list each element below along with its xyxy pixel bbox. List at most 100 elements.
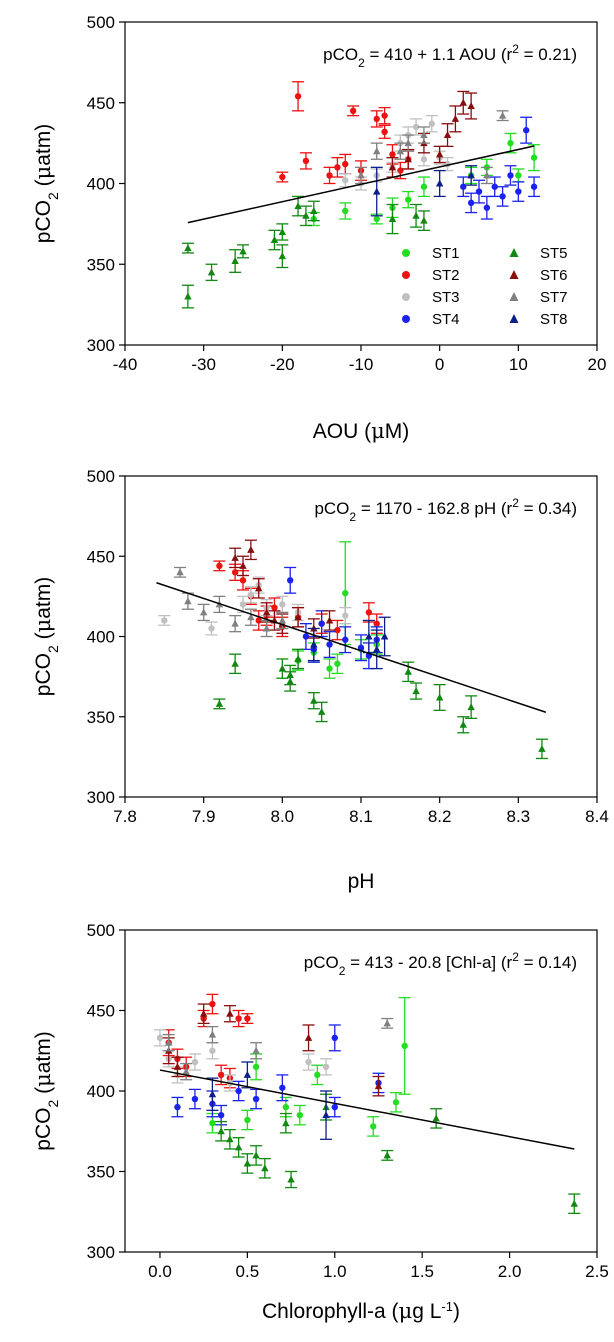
data-point [367,1116,380,1137]
superscript: -1 [441,1299,453,1314]
marker-triangle [459,720,467,728]
series-ST1 [206,996,411,1137]
marker-triangle [239,561,247,569]
data-point [241,1061,254,1089]
marker-triangle [373,147,381,155]
data-point [206,1077,219,1111]
legend-item-st6: ST6 [509,267,568,284]
legend-marker-triangle [509,248,519,257]
regression-equation: pCO2 = 410 + 1.1 AOU (r2 = 0.21) [323,42,577,70]
marker-triangle [262,608,271,616]
marker-triangle [286,677,294,685]
data-point [237,244,249,259]
series-ST5 [181,195,430,309]
text-span: pCO [32,200,55,243]
chart-panel-2: 7.8 7.9 8.0 8.1 8.2 8.3 8.4300350400450500pCO2… [31,467,609,893]
marker-triangle [317,707,326,715]
data-point [465,92,478,120]
data-point [292,648,305,670]
data-point [504,132,517,154]
legend-item-st5: ST5 [509,245,568,262]
x-tick-label: 0.5 [236,1262,260,1281]
series-ST4 [171,1024,385,1126]
y-tick-label: 300 [87,788,115,807]
y-tick-label: 450 [87,1002,115,1021]
data-point [465,165,478,186]
marker-circle [216,562,223,570]
y-tick-label: 500 [87,921,115,940]
text-span: = 413 - 20.8 [Chl-a] (r [345,953,512,972]
data-point [339,173,352,188]
data-point [284,566,297,594]
series-ST8 [206,1061,333,1140]
marker-circle [515,188,522,195]
marker-triangle [383,1019,391,1027]
marker-triangle [247,613,255,621]
superscript: 2 [512,950,519,964]
data-point [213,560,226,572]
data-point [244,586,257,604]
x-tick-label: 8.1 [349,807,373,826]
data-point [386,144,399,165]
regression-equation: pCO2 = 413 - 20.8 [Chl-a] (r2 = 0.14) [304,950,577,978]
x-axis-label: pH [348,870,375,893]
marker-triangle [310,640,318,648]
text-span: = 1170 - 162.8 pH (r [356,499,512,518]
data-point [299,152,312,170]
data-point [276,244,289,269]
legend-label: ST3 [432,289,460,306]
data-point [323,610,336,631]
series-ST7 [174,566,289,638]
legend-label: ST2 [432,267,460,284]
data-point [370,142,383,160]
superscript: 2 [512,496,519,510]
legend-label: ST1 [432,245,460,262]
data-point [323,166,336,185]
series-ST7 [162,1017,394,1081]
marker-circle [287,577,294,584]
marker-triangle [270,236,279,244]
marker-circle [156,1034,164,1042]
marker-circle [239,577,247,584]
x-axis-label: Chlorophyll-a (μg L-1) [262,1299,460,1324]
data-point [473,179,485,204]
marker-triangle [184,597,192,605]
legend-item-st8: ST8 [509,311,568,328]
marker-circle [209,1000,216,1008]
marker-circle [208,625,215,632]
y-tick-label: 400 [87,628,115,647]
y-tick-label: 350 [87,1163,115,1182]
marker-circle [381,112,388,119]
data-point [535,738,548,760]
marker-triangle [483,171,491,179]
legend-item-st2: ST2 [402,267,460,284]
data-point [339,202,352,220]
data-point [188,1053,201,1071]
marker-circle [420,183,428,190]
marker-circle [252,1095,260,1103]
series-ST6 [386,90,478,178]
legend-label: ST5 [540,245,568,262]
marker-triangle [165,1038,173,1046]
data-point [370,613,383,634]
marker-circle [271,604,278,611]
marker-triangle [412,211,420,219]
data-point [181,242,194,254]
x-tick-label: -10 [349,355,374,374]
data-point [433,169,446,198]
marker-triangle [373,187,381,195]
x-tick-label: 20 [588,355,607,374]
legend-label: ST4 [432,311,460,328]
marker-circle [322,1063,330,1071]
data-point [237,595,249,614]
regression-line [159,1069,575,1150]
data-point [215,1120,228,1142]
data-point [528,176,541,198]
text-span: atm) [32,1031,55,1073]
marker-triangle [322,1111,330,1119]
marker-triangle [247,545,255,553]
marker-triangle [173,1062,182,1070]
marker-triangle [404,139,412,147]
plot-frame [124,929,598,1253]
data-point [496,110,509,122]
